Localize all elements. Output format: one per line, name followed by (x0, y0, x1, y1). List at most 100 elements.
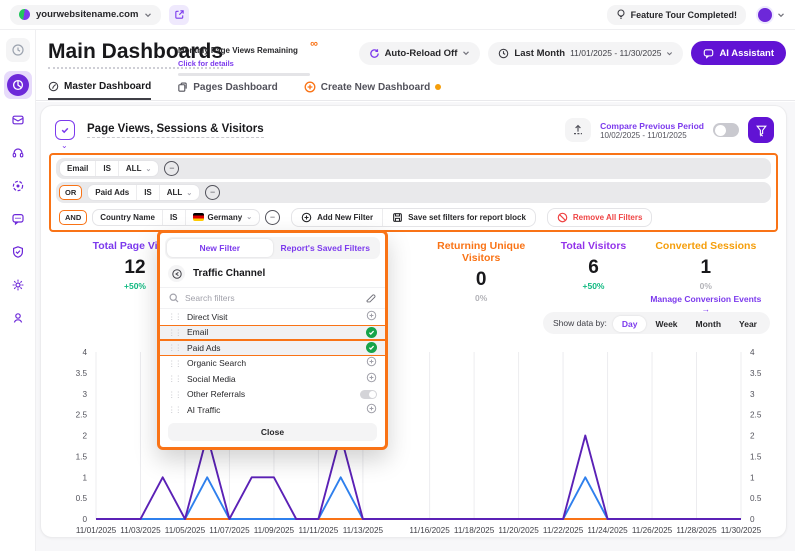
chart-canvas: 11/01/2025 11/03/2025 11/05/2025 11/07/2025… (76, 348, 762, 535)
drag-handle-icon[interactable]: ⋮⋮ (168, 312, 182, 321)
date-range-button[interactable]: Last Month 11/01/2025 - 11/30/2025 (488, 41, 684, 65)
sidebar-item-tracking[interactable] (6, 174, 30, 198)
logic-operator-badge[interactable]: AND (59, 209, 88, 225)
line-chart: 11/01/2025 11/03/2025 11/05/2025 11/07/2025… (49, 344, 778, 540)
save-filter-set-button[interactable]: Save set filters for report block (382, 208, 535, 226)
filter-item-label: Direct Visit (187, 311, 228, 322)
auto-reload-button[interactable]: Auto-Reload Off (358, 41, 481, 65)
filter-value-select[interactable]: Germany ⌄ (184, 209, 260, 225)
filter-list-item[interactable]: ⋮⋮ Direct Visit (160, 309, 385, 325)
y-tick-label-right: 3 (750, 390, 755, 399)
drag-handle-icon[interactable]: ⋮⋮ (168, 405, 182, 414)
sidebar-item-settings[interactable] (6, 273, 30, 297)
popup-tab-new-filter[interactable]: New Filter (167, 239, 273, 257)
plus-circle-icon (304, 81, 316, 93)
compare-toggle[interactable] (713, 123, 739, 137)
widget-check-icon[interactable] (55, 120, 75, 150)
selected-check-icon[interactable] (366, 342, 377, 354)
back-button[interactable] (168, 265, 185, 282)
drag-handle-icon[interactable]: ⋮⋮ (168, 327, 182, 337)
item-toggle[interactable] (360, 389, 377, 399)
x-tick-label: 11/05/2025 (165, 526, 206, 535)
remove-all-filters-button[interactable]: Remove All Filters (546, 207, 653, 227)
y-tick-label-right: 2.5 (750, 411, 762, 420)
filter-condition[interactable]: Paid Ads IS ALL ⌄ (87, 184, 201, 201)
user-menu[interactable] (756, 5, 785, 24)
pages-icon (178, 82, 187, 92)
ai-assistant-button[interactable]: AI Assistant (691, 41, 786, 65)
feature-tour-button[interactable]: Feature Tour Completed! (606, 4, 746, 25)
logic-operator-badge[interactable]: OR (59, 185, 83, 200)
popup-tab-saved-filters[interactable]: Report's Saved Filters (280, 243, 370, 253)
remove-filter-button[interactable]: − (205, 185, 221, 200)
filter-list-item[interactable]: ⋮⋮ Social Media (160, 371, 385, 387)
open-site-button[interactable] (169, 4, 190, 25)
sidebar-item-history[interactable] (5, 38, 30, 62)
period-label: Last Month (514, 47, 566, 59)
sidebar-item-account[interactable] (6, 306, 30, 330)
chevron-down-icon (145, 12, 152, 17)
add-item-icon[interactable] (366, 401, 377, 419)
filter-actions: Add New Filter Save set filters for repo… (291, 207, 536, 227)
drag-handle-icon[interactable]: ⋮⋮ (168, 358, 182, 368)
filter-condition[interactable]: Country Name IS Germany ⌄ (92, 208, 261, 226)
filter-list-item[interactable]: ⋮⋮ Other Referrals (160, 387, 385, 403)
filter-list-item[interactable]: ⋮⋮ AI Traffic (160, 402, 385, 418)
show-data-by-label: Show data by: (553, 318, 607, 328)
filter-popup: New Filter Report's Saved Filters Traffi… (157, 230, 388, 450)
tab-pages-dashboard[interactable]: Pages Dashboard (177, 74, 278, 100)
filter-value-select[interactable]: ALL ⌄ (158, 185, 199, 200)
sidebar-item-chat[interactable] (6, 207, 30, 231)
remove-filter-button[interactable]: − (265, 209, 281, 225)
remove-filter-button[interactable]: − (164, 161, 180, 176)
filter-value-select[interactable]: ALL ⌄ (117, 161, 158, 176)
filter-list-item[interactable]: ⋮⋮ Paid Ads (160, 340, 385, 356)
sidebar-item-inbox[interactable] (6, 108, 30, 132)
add-new-filter-button[interactable]: Add New Filter (292, 209, 382, 226)
site-selector[interactable]: yourwebsitename.com (10, 4, 162, 25)
filter-list-item[interactable]: ⋮⋮ Email (160, 324, 385, 340)
eraser-icon[interactable] (365, 292, 376, 303)
chevron-down-icon (463, 51, 470, 56)
filter-item-label: AI Traffic (187, 404, 221, 415)
filters-button[interactable] (748, 117, 774, 143)
show-data-option-year[interactable]: Year (739, 319, 757, 329)
show-data-option-day[interactable]: Day (612, 316, 647, 332)
panel-title: Page Views, Sessions & Visitors (87, 123, 264, 138)
filter-condition[interactable]: Email IS ALL ⌄ (59, 160, 160, 177)
x-tick-label: 11/09/2025 (254, 526, 295, 535)
selected-check-icon[interactable] (366, 326, 377, 338)
x-tick-label: 11/16/2025 (409, 526, 450, 535)
stat-label: Total Visitors (560, 240, 627, 252)
y-tick-label-left: 4 (82, 348, 87, 357)
add-item-icon[interactable] (366, 370, 377, 388)
manage-conversion-events-link[interactable]: Manage Conversion Events → (650, 294, 762, 314)
quota-details-link[interactable]: Click for details (178, 59, 234, 68)
show-data-option-week[interactable]: Week (655, 319, 678, 329)
sidebar-item-support[interactable] (6, 141, 30, 165)
drag-handle-icon[interactable]: ⋮⋮ (168, 389, 182, 399)
stat-converted-sessions: Converted Sessions 1 0% Manage Conversio… (650, 240, 762, 314)
filter-list-item[interactable]: ⋮⋮ Organic Search (160, 356, 385, 372)
site-logo-icon (19, 9, 30, 20)
add-item-icon[interactable] (366, 354, 377, 372)
popup-close-button[interactable]: Close (168, 422, 377, 441)
drag-handle-icon[interactable]: ⋮⋮ (168, 343, 182, 352)
x-tick-label: 11/26/2025 (632, 526, 673, 535)
export-button[interactable] (565, 118, 592, 142)
sidebar-item-security[interactable] (6, 240, 30, 264)
tab-create-new-dashboard[interactable]: Create New Dashboard (304, 74, 442, 100)
stat-returning-unique-visitors: Returning Unique Visitors 0 0% (425, 240, 537, 312)
drag-handle-icon[interactable]: ⋮⋮ (168, 374, 182, 383)
popup-search-row (160, 287, 385, 309)
tab-master-dashboard[interactable]: Master Dashboard (48, 74, 152, 100)
remove-all-filters-label: Remove All Filters (572, 212, 643, 222)
filter-field: Country Name (100, 212, 155, 222)
gear-icon (12, 279, 23, 291)
period-range: 11/01/2025 - 11/30/2025 (570, 48, 662, 58)
add-item-icon[interactable] (366, 308, 377, 326)
sidebar-item-dashboards[interactable] (3, 71, 32, 99)
search-filters-input[interactable] (185, 292, 359, 303)
show-data-option-month[interactable]: Month (695, 319, 722, 329)
